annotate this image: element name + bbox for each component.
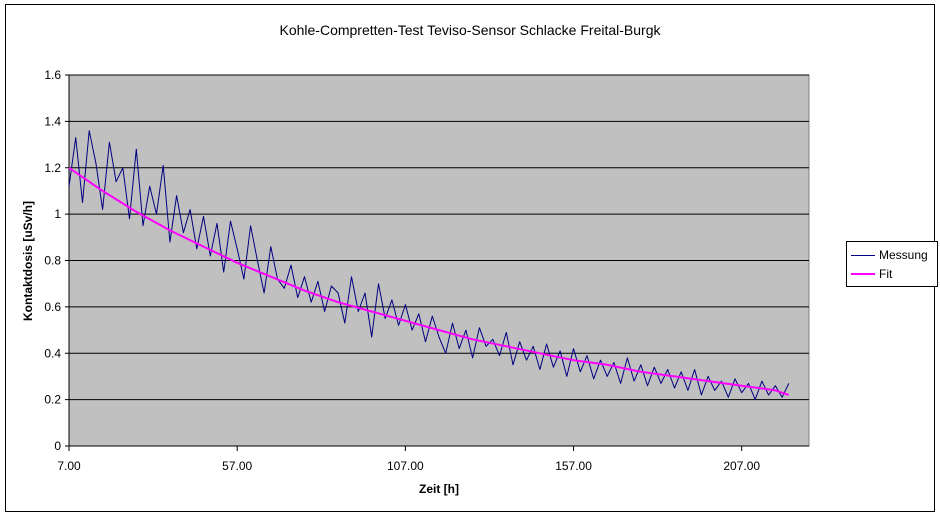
x-tick-label: 107.00: [387, 459, 424, 473]
chart-title: Kohle-Compretten-Test Teviso-Sensor Schl…: [279, 22, 661, 38]
y-tick-label: 0.8: [44, 254, 61, 268]
x-tick-label: 157.00: [555, 459, 592, 473]
x-tick-label: 57.00: [222, 459, 252, 473]
y-tick-label: 0.6: [44, 300, 61, 314]
x-tick-label: 7.00: [57, 459, 81, 473]
legend-item-messung: Messung: [851, 247, 928, 263]
chart-svg: Kohle-Compretten-Test Teviso-Sensor Schl…: [21, 22, 810, 496]
legend-item-fit: Fit: [851, 266, 892, 282]
y-tick-label: 1.2: [44, 161, 61, 175]
legend-swatch-fit: [851, 273, 875, 275]
y-tick-label: 1: [54, 207, 61, 221]
y-tick-label: 1.6: [44, 68, 61, 82]
x-tick-label: 207.00: [723, 459, 760, 473]
y-tick-labels: 0 0.2 0.4 0.6 0.8 1 1.2 1.4 1.6: [44, 68, 69, 453]
legend-label-fit: Fit: [879, 267, 893, 281]
y-tick-label: 0.4: [44, 346, 61, 360]
y-tick-label: 0.2: [44, 393, 61, 407]
chart-frame: Kohle-Compretten-Test Teviso-Sensor Schl…: [5, 4, 938, 512]
y-tick-label: 1.4: [44, 114, 61, 128]
legend-label-messung: Messung: [879, 248, 928, 262]
series-lines: [68, 130, 790, 401]
legend: Messung Fit: [846, 241, 938, 287]
y-axis-label: Kontaktdosis [uSv/h]: [21, 201, 35, 321]
y-tick-label: 0: [54, 439, 61, 453]
x-axis-label: Zeit [h]: [419, 482, 459, 496]
legend-swatch-messung: [851, 254, 875, 256]
series-line-messung: [68, 130, 790, 401]
series-line-fit: [68, 166, 790, 396]
x-tick-labels: 7.00 57.00 107.00 157.00 207.00: [57, 446, 760, 473]
